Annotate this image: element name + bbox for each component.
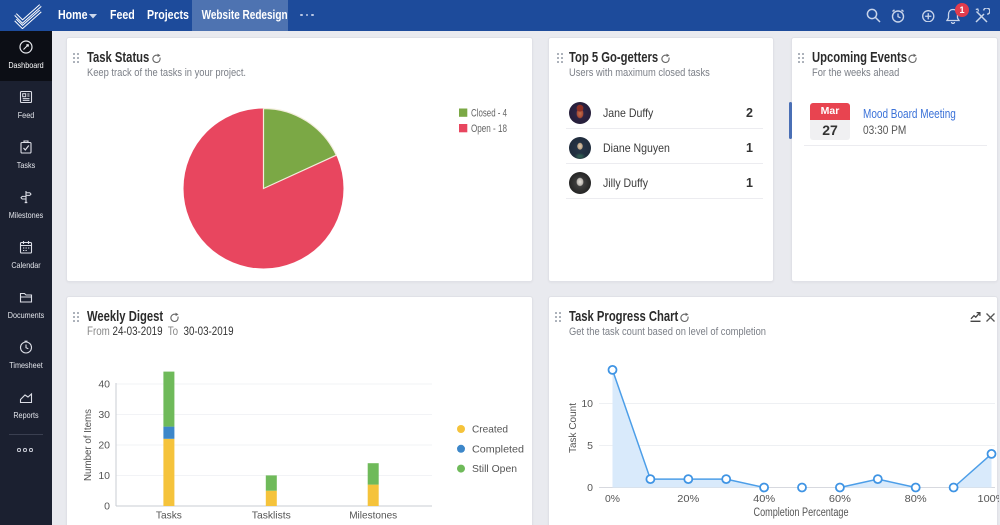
svg-text:Completed: Completed: [472, 443, 524, 455]
svg-text:40: 40: [98, 379, 110, 391]
svg-text:5: 5: [587, 440, 593, 452]
svg-text:100%: 100%: [978, 493, 1000, 505]
svg-text:Task Count: Task Count: [567, 403, 579, 453]
svg-text:10: 10: [98, 470, 110, 482]
svg-text:Completion Percentage: Completion Percentage: [754, 507, 849, 519]
svg-text:Tasks: Tasks: [156, 510, 182, 522]
svg-text:20: 20: [98, 440, 110, 452]
svg-text:0%: 0%: [605, 493, 620, 505]
svg-text:0: 0: [104, 501, 110, 513]
svg-text:20%: 20%: [677, 493, 699, 505]
svg-text:Tasklists: Tasklists: [252, 510, 291, 522]
svg-text:Closed - 4: Closed - 4: [471, 107, 507, 119]
svg-text:60%: 60%: [829, 493, 851, 505]
svg-text:30: 30: [98, 409, 110, 421]
svg-text:0: 0: [587, 482, 593, 494]
svg-text:Created: Created: [472, 424, 508, 436]
svg-text:80%: 80%: [905, 493, 927, 505]
svg-text:Milestones: Milestones: [349, 510, 397, 522]
svg-text:Open - 18: Open - 18: [471, 123, 507, 135]
svg-text:10: 10: [581, 398, 593, 410]
svg-text:Still Open: Still Open: [472, 463, 517, 475]
svg-text:40%: 40%: [753, 493, 775, 505]
svg-text:Number of Items: Number of Items: [82, 409, 94, 481]
